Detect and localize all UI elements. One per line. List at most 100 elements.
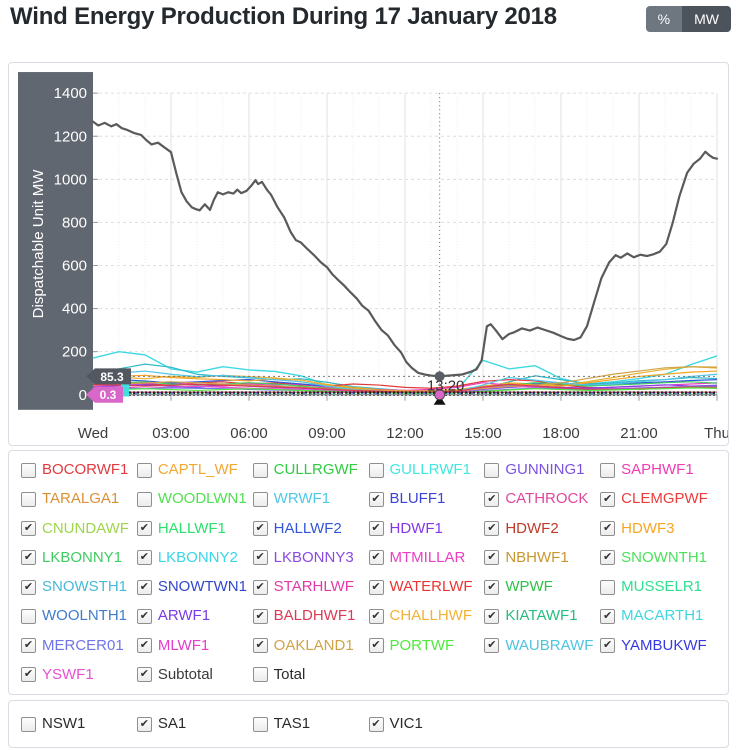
- legend-item-yambukwf[interactable]: YAMBUKWF: [600, 636, 716, 656]
- legend-checkbox[interactable]: [368, 491, 384, 507]
- legend-checkbox[interactable]: [368, 521, 384, 537]
- legend-item-kiatawf1[interactable]: KIATAWF1: [484, 606, 600, 626]
- legend-item-clemgpwf[interactable]: CLEMGPWF: [600, 489, 716, 509]
- legend-item-snowtwn1[interactable]: SNOWTWN1: [136, 577, 253, 597]
- legend-checkbox[interactable]: [368, 716, 384, 732]
- legend-checkbox[interactable]: [21, 491, 36, 507]
- legend-checkbox[interactable]: [368, 579, 384, 595]
- legend-item-mlwf1[interactable]: MLWF1: [136, 636, 253, 656]
- mw-button[interactable]: MW: [682, 6, 731, 32]
- legend-checkbox[interactable]: [21, 579, 36, 595]
- legend-checkbox[interactable]: [600, 550, 616, 566]
- legend-checkbox[interactable]: [21, 521, 36, 537]
- wind-production-chart[interactable]: Dispatchable Unit MW 0 200 400 600 800 1000 120…: [9, 63, 728, 445]
- legend-checkbox[interactable]: [484, 638, 500, 654]
- region-item-nsw1[interactable]: NSW1: [21, 714, 137, 734]
- legend-checkbox[interactable]: [600, 521, 616, 537]
- legend-item-captl_wf[interactable]: CAPTL_WF: [136, 460, 253, 480]
- legend-item-challhwf[interactable]: CHALLHWF: [368, 606, 485, 626]
- region-item-tas1[interactable]: TAS1: [252, 714, 369, 734]
- legend-item-waterlwf[interactable]: WATERLWF: [368, 577, 485, 597]
- legend-item-woolnth1[interactable]: WOOLNTH1: [21, 606, 137, 626]
- legend-checkbox[interactable]: [252, 521, 268, 537]
- legend-item-nbhwf1[interactable]: NBHWF1: [484, 548, 600, 568]
- legend-item-bluff1[interactable]: BLUFF1: [368, 489, 485, 509]
- legend-item-musselr1[interactable]: MUSSELR1: [600, 577, 716, 597]
- legend-checkbox[interactable]: [484, 579, 500, 595]
- legend-checkbox[interactable]: [136, 667, 152, 683]
- region-item-sa1[interactable]: SA1: [136, 714, 253, 734]
- legend-item-cullrgwf[interactable]: CULLRGWF: [252, 460, 369, 480]
- legend-checkbox[interactable]: [600, 579, 616, 595]
- legend-checkbox[interactable]: [368, 608, 384, 624]
- legend-item-gunning1[interactable]: GUNNING1: [484, 460, 600, 480]
- legend-item-hdwf2[interactable]: HDWF2: [484, 519, 600, 539]
- legend-checkbox[interactable]: [21, 638, 36, 654]
- legend-checkbox[interactable]: [600, 491, 616, 507]
- legend-item-starhlwf[interactable]: STARHLWF: [252, 577, 369, 597]
- legend-checkbox[interactable]: [252, 667, 268, 683]
- legend-item-woodlwn1[interactable]: WOODLWN1: [136, 489, 253, 509]
- legend-checkbox[interactable]: [600, 638, 616, 654]
- legend-item-yswf1[interactable]: YSWF1: [21, 665, 137, 685]
- legend-checkbox[interactable]: [368, 462, 384, 478]
- percent-button[interactable]: %: [645, 6, 683, 32]
- legend-checkbox[interactable]: [484, 550, 500, 566]
- legend-item-taralga1[interactable]: TARALGA1: [21, 489, 137, 509]
- legend-item-lkbonny3[interactable]: LKBONNY3: [252, 548, 369, 568]
- legend-checkbox[interactable]: [484, 462, 500, 478]
- legend-checkbox[interactable]: [252, 462, 268, 478]
- legend-item-mercer01[interactable]: MERCER01: [21, 636, 137, 656]
- legend-checkbox[interactable]: [600, 462, 616, 478]
- legend-checkbox[interactable]: [484, 608, 500, 624]
- legend-checkbox[interactable]: [136, 462, 152, 478]
- legend-item-waubrawf[interactable]: WAUBRAWF: [484, 636, 600, 656]
- legend-checkbox[interactable]: [136, 716, 152, 732]
- legend-item-saphwf1[interactable]: SAPHWF1: [600, 460, 716, 480]
- legend-item-cathrock[interactable]: CATHROCK: [484, 489, 600, 509]
- legend-item-hallwf2[interactable]: HALLWF2: [252, 519, 369, 539]
- legend-checkbox[interactable]: [136, 491, 152, 507]
- legend-item-cnundawf[interactable]: CNUNDAWF: [21, 519, 137, 539]
- legend-checkbox[interactable]: [21, 550, 36, 566]
- legend-item-snownth1[interactable]: SNOWNTH1: [600, 548, 716, 568]
- legend-item-wpwf[interactable]: WPWF: [484, 577, 600, 597]
- legend-checkbox[interactable]: [484, 491, 500, 507]
- legend-checkbox[interactable]: [136, 579, 152, 595]
- legend-checkbox[interactable]: [252, 638, 268, 654]
- legend-checkbox[interactable]: [136, 638, 152, 654]
- legend-checkbox[interactable]: [21, 462, 36, 478]
- legend-checkbox[interactable]: [136, 550, 152, 566]
- legend-checkbox[interactable]: [21, 608, 36, 624]
- legend-item-portwf[interactable]: PORTWF: [368, 636, 485, 656]
- legend-checkbox[interactable]: [21, 716, 36, 732]
- legend-item-wrwf1[interactable]: WRWF1: [252, 489, 369, 509]
- legend-checkbox[interactable]: [252, 608, 268, 624]
- legend-item-arwf1[interactable]: ARWF1: [136, 606, 253, 626]
- region-item-vic1[interactable]: VIC1: [368, 714, 485, 734]
- legend-checkbox[interactable]: [21, 667, 36, 683]
- legend-checkbox[interactable]: [136, 608, 152, 624]
- legend-item-baldhwf1[interactable]: BALDHWF1: [252, 606, 369, 626]
- legend-item-bocorwf1[interactable]: BOCORWF1: [21, 460, 137, 480]
- legend-item-hdwf3[interactable]: HDWF3: [600, 519, 716, 539]
- legend-item-lkbonny1[interactable]: LKBONNY1: [21, 548, 137, 568]
- legend-checkbox[interactable]: [252, 579, 268, 595]
- legend-item-lkbonny2[interactable]: LKBONNY2: [136, 548, 253, 568]
- legend-checkbox[interactable]: [368, 550, 384, 566]
- legend-item-snowsth1[interactable]: SNOWSTH1: [21, 577, 137, 597]
- legend-item-oakland1[interactable]: OAKLAND1: [252, 636, 369, 656]
- legend-item-hdwf1[interactable]: HDWF1: [368, 519, 485, 539]
- legend-checkbox[interactable]: [252, 716, 268, 732]
- legend-checkbox[interactable]: [252, 550, 268, 566]
- legend-checkbox[interactable]: [368, 638, 384, 654]
- legend-checkbox[interactable]: [136, 521, 152, 537]
- legend-checkbox[interactable]: [252, 491, 268, 507]
- legend-item-mtmillar[interactable]: MTMILLAR: [368, 548, 485, 568]
- legend-item-subtotal[interactable]: Subtotal: [136, 665, 253, 685]
- legend-item-gullrwf1[interactable]: GULLRWF1: [368, 460, 485, 480]
- legend-item-macarth1[interactable]: MACARTH1: [600, 606, 716, 626]
- legend-checkbox[interactable]: [484, 521, 500, 537]
- legend-checkbox[interactable]: [600, 608, 616, 624]
- legend-item-total[interactable]: Total: [252, 665, 369, 685]
